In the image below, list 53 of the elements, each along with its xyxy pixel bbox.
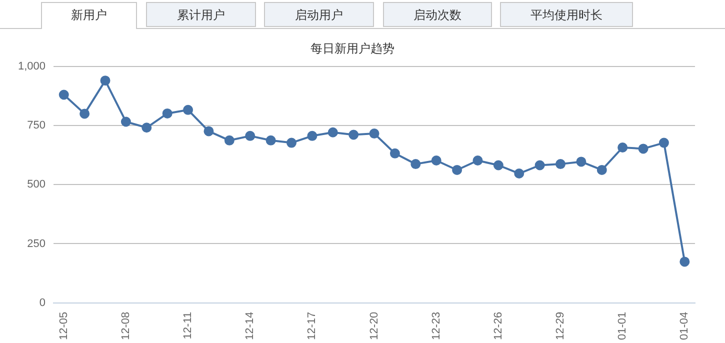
point	[348, 130, 359, 140]
point	[410, 159, 421, 170]
x-tick-label: 01-04	[678, 312, 691, 340]
text: 累计用户	[146, 2, 256, 27]
text: 启动次数	[383, 2, 492, 27]
point	[266, 135, 276, 146]
point	[142, 122, 152, 133]
point	[162, 108, 172, 118]
y-tick-label: 1,000	[18, 60, 46, 72]
x-tick-label: 12-17	[306, 312, 318, 340]
point	[328, 127, 338, 138]
point	[204, 126, 214, 136]
point	[680, 256, 690, 267]
text: 平均使用时长	[500, 2, 633, 27]
point	[224, 135, 234, 146]
y-tick-label: 0	[39, 296, 46, 309]
text: 新用户	[41, 2, 137, 29]
x-tick-label: 12-05	[58, 312, 70, 340]
y-tick-label: 500	[27, 178, 46, 191]
point	[369, 128, 380, 139]
x-tick-label: 01-01	[616, 312, 629, 340]
point	[534, 160, 545, 170]
point	[618, 142, 628, 153]
point	[120, 116, 131, 127]
x-tick-label: 12-23	[430, 312, 442, 340]
point	[576, 156, 586, 167]
text: 启动用户	[264, 2, 374, 27]
point	[431, 156, 442, 166]
point	[493, 160, 504, 170]
point	[555, 159, 566, 170]
point	[452, 164, 462, 175]
x-tick-label: 12-29	[554, 312, 567, 340]
point	[307, 130, 318, 141]
point	[100, 76, 110, 86]
point	[183, 104, 194, 115]
point	[638, 144, 648, 154]
x-tick-label: 12-20	[368, 312, 380, 340]
point	[245, 130, 256, 141]
point	[514, 168, 524, 179]
point	[472, 156, 483, 166]
x-tick-label: 12-14	[244, 312, 256, 340]
x-tick-label: 12-08	[120, 312, 132, 340]
y-tick-label: 750	[27, 120, 46, 132]
point	[80, 108, 90, 119]
y-tick-label: 250	[27, 238, 46, 250]
x-tick-label: 12-26	[492, 312, 504, 340]
point	[286, 138, 296, 148]
point	[58, 90, 69, 100]
point	[658, 138, 669, 148]
point	[390, 148, 400, 158]
chart-title: 每日新用户趋势	[310, 42, 394, 56]
x-tick-label: 12-11	[182, 312, 194, 340]
point	[596, 164, 607, 175]
